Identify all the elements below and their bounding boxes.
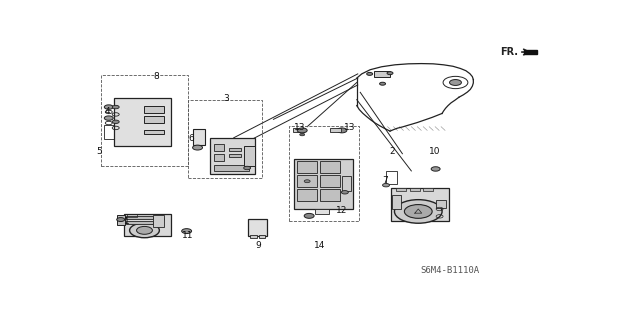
Bar [436,200,446,208]
Circle shape [304,213,314,218]
Circle shape [300,133,305,136]
Bar [229,148,241,151]
Text: 14: 14 [314,241,325,250]
Circle shape [449,79,461,85]
Circle shape [367,72,372,75]
Bar [330,128,341,132]
Circle shape [341,190,348,194]
Text: 2: 2 [390,147,396,156]
Bar [289,126,359,220]
Bar [297,189,317,201]
Bar [145,130,164,134]
Bar [293,128,304,132]
Text: 10: 10 [429,147,440,156]
Bar [392,188,449,221]
Circle shape [404,204,432,218]
Bar [294,159,353,209]
Text: 8: 8 [153,72,159,81]
Bar [117,215,125,225]
Bar [342,176,351,190]
Bar [101,75,188,166]
Circle shape [182,229,191,234]
Text: 7: 7 [383,176,388,185]
Text: 12: 12 [336,206,348,215]
Bar [392,196,401,209]
Bar [320,189,340,201]
Circle shape [112,105,119,109]
Circle shape [387,72,393,75]
Text: 11: 11 [182,231,194,240]
Bar [250,235,257,239]
Circle shape [244,166,251,170]
Bar [193,129,205,145]
Text: 9: 9 [256,241,261,249]
Circle shape [104,105,113,109]
Bar [297,161,317,174]
Bar [214,165,249,171]
Text: 3: 3 [223,94,229,103]
Bar [320,161,340,174]
Circle shape [104,116,113,120]
Bar [259,235,264,239]
Bar [210,138,255,174]
Bar [114,99,171,146]
Bar [214,154,224,161]
Text: FR.: FR. [500,47,518,57]
Text: 13: 13 [344,123,355,132]
Bar [214,144,224,151]
Bar [145,106,164,113]
Bar [320,175,340,187]
Text: 4: 4 [104,108,110,116]
Circle shape [130,223,159,238]
Bar [374,71,390,77]
Bar [126,216,154,219]
Bar [396,188,406,191]
Bar [229,154,241,157]
Circle shape [112,120,119,123]
Text: 5: 5 [96,147,102,156]
Bar [423,188,433,191]
Circle shape [304,180,310,183]
Bar [297,175,317,187]
Bar [126,221,154,224]
Text: S6M4-B1110A: S6M4-B1110A [420,266,479,275]
Bar [124,214,171,236]
Circle shape [297,128,307,133]
Bar [244,146,255,166]
Circle shape [394,200,442,223]
Circle shape [193,145,202,150]
Text: 13: 13 [294,123,305,132]
Circle shape [380,82,385,85]
Text: 1: 1 [124,217,130,226]
Bar [145,116,164,123]
Circle shape [116,218,125,221]
Text: 6: 6 [188,135,194,144]
Bar [248,219,268,235]
Circle shape [136,226,152,234]
Bar [104,125,121,139]
Bar [410,188,420,191]
Circle shape [431,167,440,171]
Bar [315,209,330,214]
Bar [127,214,137,217]
Circle shape [337,128,347,133]
Circle shape [383,183,390,187]
Bar [386,171,397,184]
Bar [188,100,262,178]
Bar [154,215,164,227]
Polygon shape [524,50,538,54]
